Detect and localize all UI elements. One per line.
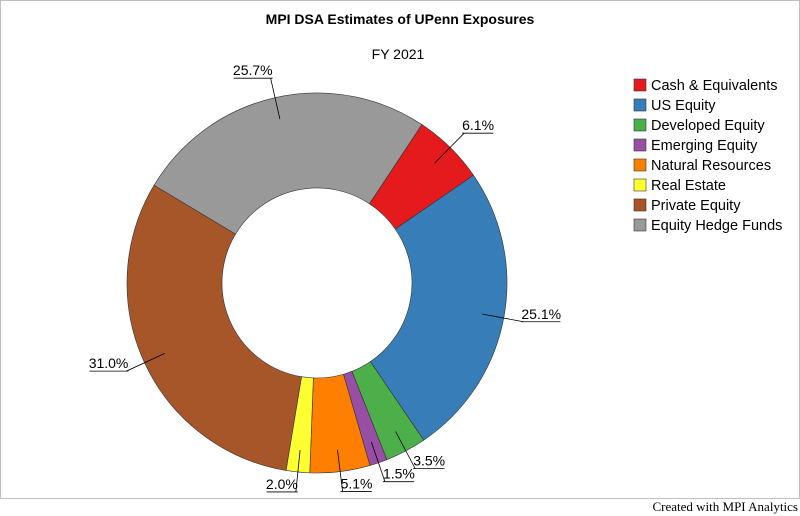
slice-value-label: 3.5% (413, 453, 445, 469)
legend-swatch (633, 78, 647, 92)
legend-item-label: Developed Equity (651, 118, 765, 134)
legend-swatch (633, 158, 647, 172)
slice-equity-hedge-funds (153, 92, 423, 235)
slice-value-label: 31.0% (89, 355, 129, 371)
slice-private-equity (126, 184, 302, 471)
leader-line (270, 78, 281, 120)
legend-item-label: Private Equity (651, 198, 741, 214)
leader-line (395, 431, 416, 469)
legend-swatch (633, 198, 647, 212)
leader-line (295, 450, 301, 492)
legend-swatch (633, 218, 647, 232)
donut-chart: MPI DSA Estimates of UPenn Exposures FY … (89, 11, 782, 493)
slice-value-label: 5.1% (341, 475, 373, 491)
slices-layer (126, 92, 508, 474)
slice-value-label: 25.7% (233, 62, 273, 78)
legend-swatch (633, 138, 647, 152)
chart-subtitle: FY 2021 (372, 46, 425, 62)
credit-text: Created with MPI Analytics (652, 499, 798, 514)
slice-us-equity (369, 174, 508, 441)
slice-value-label: 6.1% (462, 117, 494, 133)
leader-line (434, 132, 465, 164)
chart-title: MPI DSA Estimates of UPenn Exposures (266, 11, 535, 27)
legend-item-label: US Equity (651, 98, 716, 114)
legend-item-label: Equity Hedge Funds (651, 218, 782, 234)
labels-layer: 6.1% 25.1% 3.5%1.5% 5.1% 2.0% 31.0% 25.7% (89, 62, 561, 493)
leader-line (370, 441, 386, 482)
legend-item-label: Real Estate (651, 178, 726, 194)
legend-item-label: Natural Resources (651, 158, 771, 174)
leader-line (126, 353, 165, 372)
leader-line (482, 313, 524, 323)
slice-value-label: 25.1% (521, 306, 561, 322)
leader-line (337, 449, 343, 492)
legend-swatch (633, 178, 647, 192)
legend-item-label: Emerging Equity (651, 138, 758, 154)
legend-swatch (633, 118, 647, 132)
legend-swatch (633, 98, 647, 112)
legend-item-label: Cash & Equivalents (651, 78, 778, 94)
chart-frame: MPI DSA Estimates of UPenn Exposures FY … (0, 0, 800, 499)
legend: Cash & Equivalents US Equity Developed Equ… (633, 78, 782, 234)
slice-value-label: 2.0% (266, 476, 298, 492)
slice-value-label: 1.5% (383, 466, 415, 482)
